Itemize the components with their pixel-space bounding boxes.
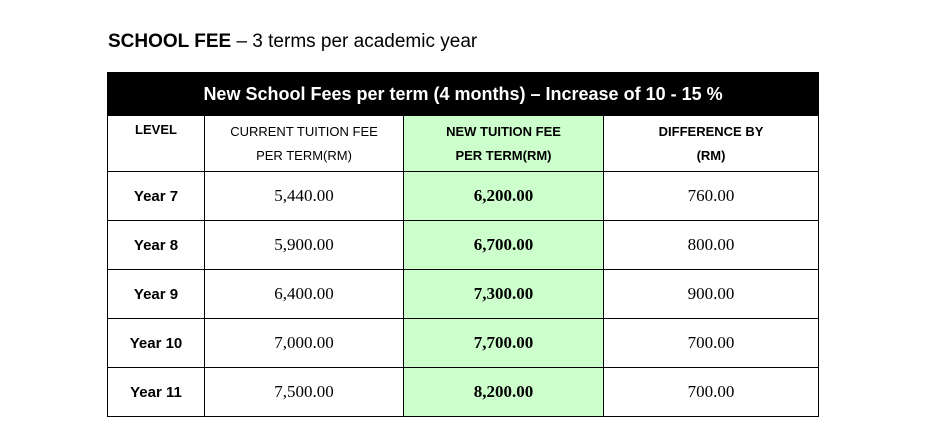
header-difference: DIFFERENCE BY (RM) xyxy=(602,115,820,172)
difference-cell: 700.00 xyxy=(602,318,820,368)
difference-cell: 700.00 xyxy=(602,367,820,417)
new-fee-cell: 6,700.00 xyxy=(403,220,604,270)
current-fee-cell: 5,900.00 xyxy=(204,220,404,270)
level-cell: Year 11 xyxy=(107,367,205,417)
heading-subtitle: – 3 terms per academic year xyxy=(231,31,478,52)
new-fee-cell: 7,700.00 xyxy=(403,318,604,368)
new-fee-cell: 8,200.00 xyxy=(403,367,604,417)
table-title: New School Fees per term (4 months) – In… xyxy=(106,72,820,116)
table-row: Year 8 5,900.00 6,700.00 800.00 xyxy=(107,220,820,270)
page-heading: SCHOOL FEE – 3 terms per academic year xyxy=(108,30,477,54)
table-row: Year 10 7,000.00 7,700.00 700.00 xyxy=(107,318,820,368)
current-fee-cell: 5,440.00 xyxy=(204,171,404,221)
difference-cell: 900.00 xyxy=(602,269,820,319)
header-current-fee-line1: CURRENT TUITION FEE xyxy=(230,123,378,139)
difference-cell: 760.00 xyxy=(602,171,820,221)
current-fee-cell: 7,500.00 xyxy=(204,367,404,417)
table-header-row: LEVEL CURRENT TUITION FEE PER TERM(RM) N… xyxy=(107,115,820,172)
level-cell: Year 7 xyxy=(107,171,205,221)
new-fee-cell: 7,300.00 xyxy=(403,269,604,319)
heading-title: SCHOOL FEE xyxy=(108,31,232,52)
table-title-row: New School Fees per term (4 months) – In… xyxy=(106,72,820,116)
table-row: Year 11 7,500.00 8,200.00 700.00 xyxy=(107,367,820,417)
table-row: Year 7 5,440.00 6,200.00 760.00 xyxy=(107,171,820,221)
difference-cell: 800.00 xyxy=(602,220,820,270)
header-current-fee-line2: PER TERM(RM) xyxy=(256,147,352,163)
header-new-fee-line1: NEW TUITION FEE xyxy=(446,123,561,139)
header-new-fee: NEW TUITION FEE PER TERM(RM) xyxy=(403,115,604,172)
level-cell: Year 8 xyxy=(107,220,205,270)
table-row: Year 9 6,400.00 7,300.00 900.00 xyxy=(107,269,820,319)
header-new-fee-line2: PER TERM(RM) xyxy=(455,147,552,163)
level-cell: Year 10 xyxy=(107,318,205,368)
current-fee-cell: 7,000.00 xyxy=(204,318,404,368)
level-cell: Year 9 xyxy=(107,269,205,319)
current-fee-cell: 6,400.00 xyxy=(204,269,404,319)
header-current-fee: CURRENT TUITION FEE PER TERM(RM) xyxy=(204,115,404,172)
header-difference-line2: (RM) xyxy=(696,147,726,163)
header-level: LEVEL xyxy=(107,115,205,172)
new-fee-cell: 6,200.00 xyxy=(403,171,604,221)
header-difference-line1: DIFFERENCE BY xyxy=(658,123,764,139)
fee-table: New School Fees per term (4 months) – In… xyxy=(106,72,820,417)
